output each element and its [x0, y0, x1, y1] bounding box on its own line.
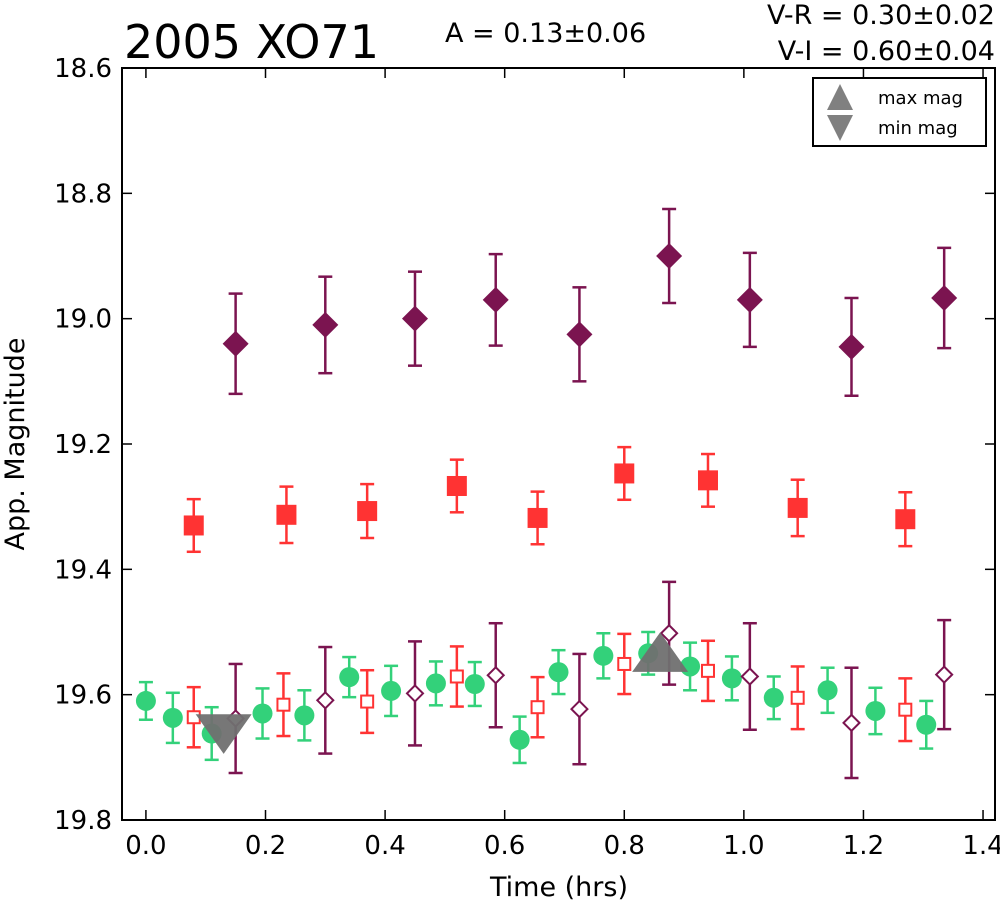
data-point-circle	[865, 700, 886, 721]
x-tick-label: 0.8	[604, 831, 645, 861]
data-point-diamond	[566, 321, 593, 348]
data-point-circle	[548, 662, 569, 683]
data-point-square	[895, 509, 916, 530]
data-point-circle	[381, 680, 402, 701]
data-point-square	[787, 497, 808, 518]
legend-min-label: min mag	[878, 118, 958, 139]
data-point-square	[183, 515, 204, 536]
data-point-square	[276, 697, 291, 712]
x-tick-label: 0.4	[364, 831, 405, 861]
data-point-diamond	[842, 713, 861, 733]
x-tick-label: 1.2	[843, 831, 884, 861]
data-point-square	[449, 669, 464, 684]
data-point-circle	[817, 680, 838, 701]
x-tick-label: 0.0	[125, 831, 166, 861]
plot-frame	[121, 67, 996, 821]
data-point-diamond	[656, 243, 683, 269]
series-V-filled	[135, 630, 937, 765]
data-point-circle	[425, 673, 446, 694]
extrema-markers	[195, 632, 689, 754]
data-point-diamond	[486, 665, 506, 685]
min-mag-legend-icon	[827, 115, 853, 141]
series-I-filled	[222, 207, 958, 397]
y-axis-label: App. Magnitude	[0, 338, 31, 551]
data-point-circle	[135, 690, 156, 711]
data-point-square	[700, 663, 715, 678]
x-tick-label: 1.4	[962, 831, 1000, 861]
data-point-circle	[464, 674, 485, 695]
data-point-circle	[294, 705, 315, 726]
color-index-vr: V-R = 0.30±0.02	[767, 0, 995, 31]
x-tick-label: 1.0	[723, 831, 764, 861]
series-R-open	[186, 632, 913, 749]
data-point-circle	[509, 729, 530, 750]
legend-max-label: max mag	[878, 88, 963, 109]
max-mag-marker	[632, 632, 689, 672]
data-point-square	[446, 475, 467, 496]
y-tick-label: 19.4	[54, 555, 112, 585]
data-point-circle	[916, 714, 937, 735]
data-point-diamond	[315, 690, 335, 710]
data-point-diamond	[736, 286, 763, 313]
data-point-circle	[763, 687, 784, 708]
data-point-diamond	[838, 333, 865, 360]
series-I-open	[226, 580, 954, 780]
data-point-square	[898, 702, 913, 717]
data-point-diamond	[570, 699, 589, 719]
color-index-vi: V-I = 0.60±0.04	[778, 36, 995, 67]
legend: max mag min mag	[812, 77, 987, 147]
x-tick-label: 0.6	[484, 831, 525, 861]
data-point-diamond	[482, 286, 509, 313]
data-point-square	[357, 501, 378, 522]
y-tick-label: 19.0	[54, 305, 112, 335]
y-tick-label: 19.8	[54, 806, 112, 836]
data-point-circle	[252, 703, 273, 724]
data-point-square	[697, 470, 718, 491]
data-point-diamond	[312, 311, 339, 338]
data-point-diamond	[405, 683, 425, 703]
x-axis-label: Time (hrs)	[489, 872, 628, 901]
y-tick-label: 19.6	[54, 681, 112, 711]
data-point-square	[530, 700, 545, 715]
amplitude-label: A = 0.13±0.06	[445, 18, 646, 49]
data-point-diamond	[401, 305, 428, 332]
max-mag-legend-icon	[827, 84, 853, 110]
axis-ticks: 0.0 0.2 0.4 0.6 0.8 1.0 1.2 1.4 18.6 18.8 19.0 19.2…	[54, 54, 1000, 861]
data-point-diamond	[659, 623, 679, 643]
data-point-square	[614, 463, 635, 484]
y-tick-label: 18.8	[54, 179, 112, 209]
data-point-square	[617, 656, 632, 671]
series-R-filled	[183, 445, 916, 554]
data-point-square	[276, 504, 297, 525]
data-point-diamond	[740, 667, 760, 686]
data-point-square	[527, 507, 548, 528]
data-point-circle	[339, 667, 360, 688]
min-mag-marker	[195, 714, 252, 754]
x-tick-label: 0.2	[245, 831, 286, 861]
data-point-diamond	[931, 284, 958, 311]
data-point-circle	[721, 668, 742, 689]
chart-title: 2005 XO71	[124, 15, 379, 69]
data-point-circle	[162, 707, 183, 728]
data-point-square	[360, 694, 375, 709]
data-point-circle	[593, 645, 614, 666]
data-point-diamond	[934, 665, 954, 685]
y-tick-label: 18.6	[54, 54, 112, 84]
data-point-square	[790, 690, 805, 705]
data-points	[135, 207, 958, 780]
y-tick-label: 19.2	[54, 430, 112, 460]
data-point-diamond	[222, 330, 249, 357]
